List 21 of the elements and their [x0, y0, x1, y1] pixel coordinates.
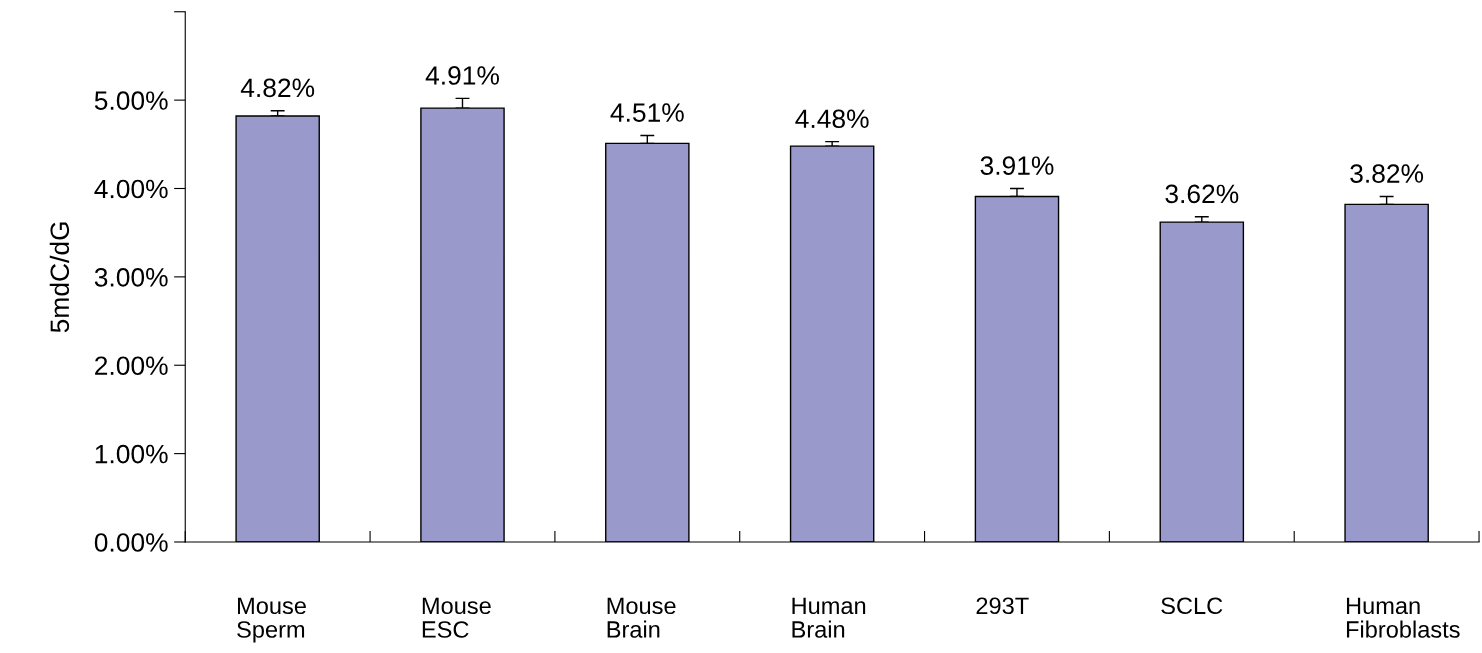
- x-tick-label: Human Brain: [792, 597, 866, 638]
- x-tick-label: Mouse ESC: [422, 597, 491, 638]
- x-tick-label: 293T: [976, 597, 1029, 615]
- x-tick-label: SCLC: [1161, 597, 1223, 615]
- y-tick-label: 0.00%: [94, 533, 168, 552]
- data-label: 4.51%: [610, 103, 684, 122]
- data-label: 4.91%: [425, 66, 499, 85]
- y-tick-label: 1.00%: [95, 444, 168, 464]
- data-label: 3.82%: [1350, 164, 1424, 183]
- x-tick-label: Human Fibroblasts: [1346, 597, 1460, 638]
- y-tick-label: 2.00%: [95, 356, 168, 376]
- data-label: 3.91%: [980, 156, 1054, 175]
- data-label: 4.48%: [795, 109, 869, 129]
- y-tick-label: 4.00%: [94, 179, 168, 199]
- y-tick-label: 5.00%: [94, 91, 168, 110]
- y-tick-label: 3.00%: [94, 268, 168, 287]
- data-label: 4.82%: [240, 78, 315, 98]
- x-tick-label: Mouse Brain: [607, 597, 676, 638]
- y-axis-title: 5mdC/dG: [49, 222, 70, 333]
- x-tick-label: Mouse Sperm: [237, 597, 306, 643]
- data-label: 3.62%: [1165, 184, 1239, 204]
